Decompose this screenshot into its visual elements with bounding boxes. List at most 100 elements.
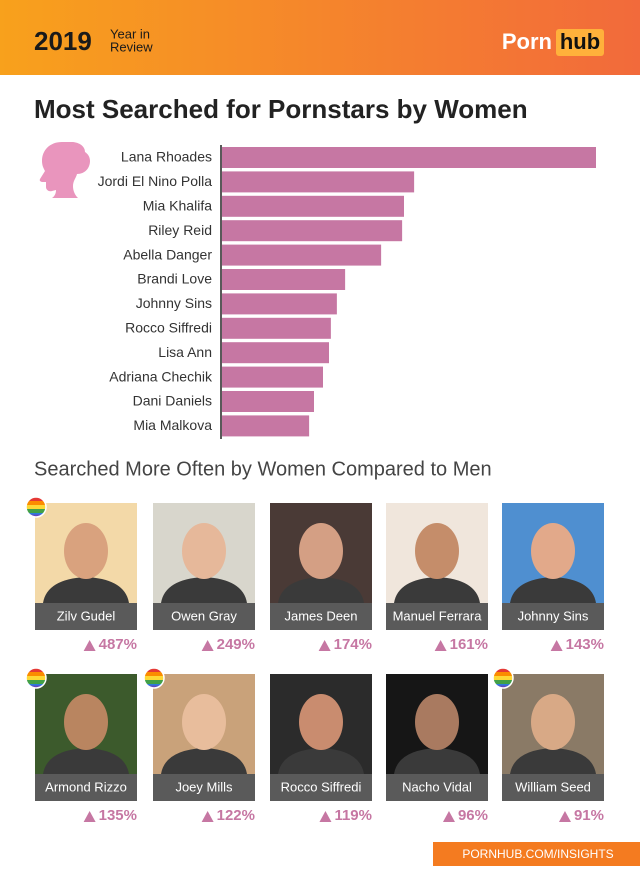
bar	[222, 195, 404, 217]
name-band	[270, 774, 372, 801]
photo-shoulders	[394, 577, 480, 603]
name: Johnny Sins	[518, 608, 589, 623]
name: William Seed	[515, 779, 591, 794]
bar-label: Riley Reid	[148, 222, 212, 238]
up-arrow	[83, 640, 96, 651]
bar-label: Brandi Love	[137, 271, 212, 287]
bar	[222, 220, 403, 242]
rainbow-flag	[25, 667, 47, 689]
photo-face	[182, 523, 226, 579]
bar-label: Mia Khalifa	[143, 198, 212, 214]
up-arrow	[83, 811, 96, 822]
photo-shoulders	[394, 748, 480, 774]
bar	[222, 147, 596, 168]
bar	[222, 317, 331, 339]
bar	[222, 415, 310, 437]
change: 122%	[217, 807, 255, 824]
photo-face	[64, 523, 108, 579]
name: Nacho Vidal	[402, 779, 472, 794]
photo-shoulders	[510, 577, 596, 603]
up-arrow	[558, 811, 571, 822]
review: Review	[110, 39, 153, 54]
name: Manuel Ferrara	[393, 608, 483, 623]
photo-face	[415, 523, 459, 579]
name: Zilv Gudel	[57, 608, 116, 623]
photo-shoulders	[43, 748, 129, 774]
chart-title: Most Searched for Pornstars by Women	[34, 94, 528, 124]
photo-face	[531, 523, 575, 579]
photo-face	[415, 694, 459, 750]
name-band	[386, 774, 488, 801]
name-band	[153, 603, 255, 630]
up-arrow	[434, 640, 447, 651]
name: James Deen	[285, 608, 358, 623]
change: 143%	[566, 636, 604, 653]
bar-label: Johnny Sins	[136, 295, 212, 311]
bar	[222, 171, 415, 193]
photo-face	[299, 523, 343, 579]
bar-label: Rocco Siffredi	[125, 320, 212, 336]
woman-icon	[39, 142, 90, 198]
name: Owen Gray	[171, 608, 237, 623]
up-arrow	[442, 811, 455, 822]
bar	[222, 244, 382, 266]
name-band	[270, 603, 372, 630]
bar-label: Mia Malkova	[133, 417, 212, 433]
bar	[222, 269, 346, 290]
section-title: Searched More Often by Women Compared to…	[34, 458, 492, 480]
bar-label: Abella Danger	[123, 246, 212, 262]
name-band	[35, 603, 137, 630]
up-arrow	[201, 640, 214, 651]
name-band	[502, 603, 604, 630]
up-arrow	[319, 811, 332, 822]
up-arrow	[318, 640, 331, 651]
photo-face	[531, 694, 575, 750]
name: Rocco Siffredi	[281, 779, 362, 794]
rainbow-flag	[492, 667, 514, 689]
header-band	[0, 0, 640, 75]
change: 135%	[99, 807, 137, 824]
photo-shoulders	[161, 577, 247, 603]
change: 119%	[334, 807, 372, 824]
bar-label: Lisa Ann	[158, 344, 212, 360]
up-arrow	[201, 811, 214, 822]
change: 174%	[334, 636, 372, 653]
bar	[222, 342, 329, 364]
bar	[222, 293, 337, 315]
name-band	[35, 774, 137, 801]
footer-tab	[433, 842, 640, 866]
bar-label: Lana Rhoades	[121, 149, 212, 165]
photo-face	[182, 694, 226, 750]
photo-face	[299, 694, 343, 750]
change: 161%	[450, 636, 488, 653]
bar	[222, 391, 314, 412]
logo-right: hub	[560, 29, 600, 54]
photo-face	[64, 694, 108, 750]
rainbow-flag	[143, 667, 165, 689]
logo-box	[556, 29, 604, 56]
photo-shoulders	[161, 748, 247, 774]
change: 249%	[217, 636, 255, 653]
change: 487%	[99, 636, 137, 653]
rainbow-flag	[25, 496, 47, 518]
change: 91%	[574, 807, 604, 824]
bar-label: Dani Daniels	[133, 393, 212, 409]
change: 96%	[458, 807, 488, 824]
name-band	[153, 774, 255, 801]
logo-left: Porn	[502, 29, 552, 54]
name: Joey Mills	[175, 779, 233, 794]
photo-shoulders	[43, 577, 129, 603]
bar-label: Jordi El Nino Polla	[98, 173, 213, 189]
photo-shoulders	[510, 748, 596, 774]
up-arrow	[550, 640, 563, 651]
year: 2019	[34, 26, 92, 56]
year-in: Year in	[110, 26, 150, 41]
name-band	[502, 774, 604, 801]
photo-shoulders	[278, 577, 364, 603]
photo-shoulders	[278, 748, 364, 774]
bar	[222, 366, 323, 388]
bar-label: Adriana Chechik	[109, 368, 213, 384]
name: Armond Rizzo	[45, 779, 127, 794]
name-band	[386, 603, 488, 630]
